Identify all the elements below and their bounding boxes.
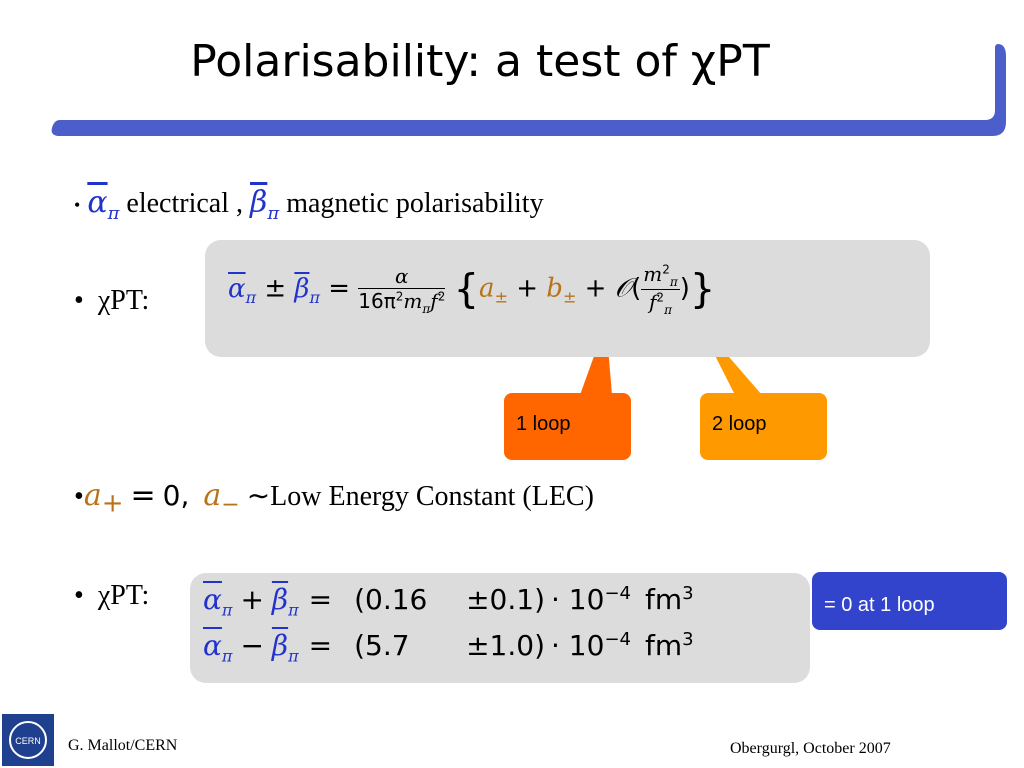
text: electrical ,: [126, 188, 244, 219]
unit: fm: [644, 583, 683, 617]
symbol: απ: [203, 583, 232, 620]
operator: +: [240, 583, 264, 617]
symbol: +: [516, 273, 539, 304]
symbol: π: [221, 646, 233, 666]
symbol: π: [422, 301, 431, 316]
note: = 0 at 1 loop: [812, 572, 1007, 630]
formula-box: [205, 240, 930, 357]
symbol: α: [203, 629, 222, 663]
exponent: 2: [656, 290, 665, 305]
symbol: +: [584, 273, 607, 304]
symbol: (: [631, 273, 642, 304]
symbol: a: [83, 478, 102, 513]
logo-text: CERN: [15, 736, 41, 746]
logo-ring: [9, 721, 47, 759]
symbol: π: [669, 275, 678, 289]
equals: =: [308, 629, 333, 663]
value: (5.7: [354, 629, 410, 663]
symbol: f: [649, 290, 657, 314]
symbol: π: [245, 287, 257, 307]
error: ±0.1): [466, 583, 545, 617]
symbol: ±: [562, 287, 577, 307]
exponent: 2: [662, 262, 670, 277]
bullet: •a+ = 0, a− ∼Low Energy Constant (LEC): [74, 478, 594, 519]
symbol: 𝒪: [614, 273, 632, 304]
symbol: βπ: [272, 583, 299, 620]
power: · 10: [551, 583, 605, 617]
bullet: • χPT:: [74, 580, 150, 611]
operator: −: [240, 629, 264, 663]
slide-title: Polarisability: a test of χPT: [190, 36, 770, 87]
symbol: α: [203, 583, 222, 617]
symbol: =: [130, 478, 156, 513]
label: χPT:: [97, 285, 150, 316]
exponent: 3: [682, 583, 694, 604]
footer-author: G. Mallot/CERN: [68, 737, 178, 754]
symbol: απ: [203, 629, 232, 666]
exponent: −4: [604, 629, 631, 650]
formula: απ ± βπ = α 16π2mπf2 {a± + b± + 𝒪(m2π f2π)…: [228, 262, 715, 317]
error: ±1.0): [466, 629, 545, 663]
bullet: • απ electrical , βπ magnetic polarisabi…: [74, 185, 544, 224]
value: (0.16: [354, 583, 428, 617]
result-row: απ − βπ = (5.7 ±1.0) · 10−4 fm3: [203, 629, 694, 675]
symbol: π: [664, 303, 672, 317]
symbol: a: [203, 478, 222, 513]
symbol: π: [267, 203, 280, 224]
symbol: ∼: [246, 479, 271, 512]
symbol: β: [294, 273, 310, 304]
symbol: π: [221, 600, 233, 620]
symbol: β: [271, 583, 289, 617]
symbol: m: [403, 288, 423, 313]
symbol: ): [679, 273, 690, 304]
equals: =: [308, 583, 333, 617]
unit: fm: [644, 629, 683, 663]
bullet: • χPT:: [74, 285, 150, 316]
symbol: β: [250, 185, 268, 220]
symbol: α: [87, 185, 108, 220]
title-bar: [51, 44, 1006, 136]
brace: }: [689, 266, 716, 313]
numerator: α: [358, 264, 446, 289]
symbol: 0,: [162, 479, 190, 512]
symbol: f: [430, 288, 438, 313]
symbol: π: [107, 203, 120, 224]
text: magnetic polarisability: [286, 188, 544, 219]
exponent: −4: [604, 583, 631, 604]
footer-event: Obergurgl, October 2007: [730, 740, 891, 757]
symbol: b: [546, 273, 563, 304]
label: χPT:: [97, 580, 150, 611]
symbol: =: [328, 273, 351, 304]
callout: 2 loop: [700, 393, 827, 460]
results: απ + βπ = (0.16 ±0.1) · 10−4 fm3 απ − βπ = (5.7 ±1.0)…: [203, 583, 694, 675]
symbol: α: [228, 273, 246, 304]
symbol: π: [309, 287, 320, 307]
symbol: βπ: [272, 629, 299, 666]
symbol: m: [643, 262, 663, 286]
exponent: 2: [395, 288, 404, 303]
text: Low Energy Constant (LEC): [270, 481, 594, 512]
symbol: π: [288, 646, 299, 666]
callout: 1 loop: [504, 393, 631, 460]
symbol: ±: [264, 273, 287, 304]
symbol: ±: [494, 287, 508, 307]
symbol: β: [271, 629, 289, 663]
symbol: −: [221, 492, 240, 518]
exponent: 2: [437, 288, 446, 303]
result-box: [190, 573, 810, 683]
symbol: +: [101, 488, 124, 519]
symbol: a: [479, 273, 495, 304]
result-row: απ + βπ = (0.16 ±0.1) · 10−4 fm3: [203, 583, 694, 629]
exponent: 3: [682, 629, 694, 650]
power: · 10: [551, 629, 605, 663]
brace: {: [453, 266, 480, 313]
symbol: π: [288, 600, 299, 620]
denominator: 16π: [358, 288, 396, 313]
